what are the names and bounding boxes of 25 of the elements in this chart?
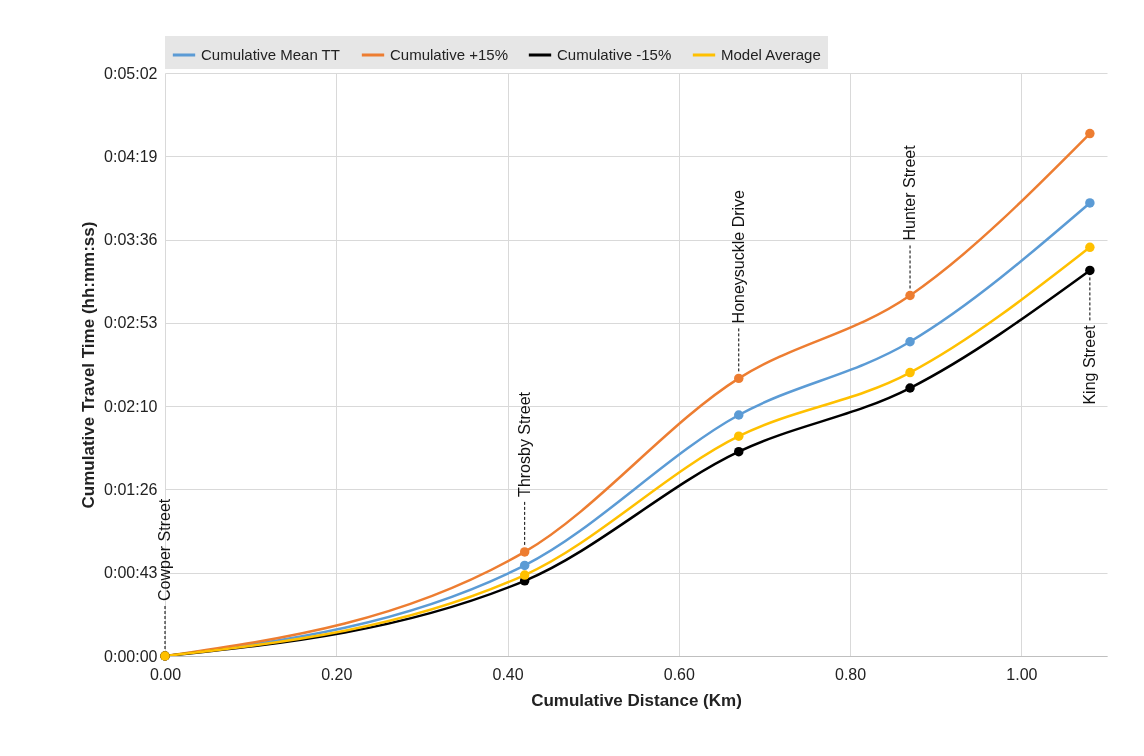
annotation: King Street (1080, 324, 1098, 405)
y-tick-label: 0:03:36 (104, 231, 158, 249)
annotation: Throsby Street (515, 391, 533, 497)
y-tick-label: 0:04:19 (104, 147, 158, 165)
x-tick-label: 0.20 (321, 665, 353, 683)
y-tick-label: 0:00:43 (104, 564, 158, 582)
y-tick-label: 0:05:02 (104, 64, 158, 82)
y-tick-label: 0:00:00 (104, 647, 158, 665)
annotation: Cowper Street (156, 498, 173, 601)
x-axis-title: Cumulative Distance (Km) (531, 690, 742, 710)
y-tick-label: 0:02:53 (104, 314, 158, 332)
legend-label: Cumulative -15% (557, 46, 672, 63)
annotation: Honeysuckle Drive (729, 189, 747, 324)
legend-label: Cumulative Mean TT (201, 46, 340, 63)
x-tick-label: 0.80 (835, 665, 867, 683)
legend-label: Model Average (721, 46, 821, 63)
legend-label: Cumulative +15% (390, 46, 508, 63)
x-tick-label: 0.60 (663, 665, 695, 683)
x-tick-label: 1.00 (1006, 665, 1038, 683)
y-tick-label: 0:02:10 (104, 397, 158, 415)
annotation: Hunter Street (901, 144, 919, 241)
y-tick-label: 0:01:26 (104, 480, 158, 498)
x-tick-label: 0.00 (149, 665, 182, 683)
x-tick-label: 0.40 (492, 665, 524, 683)
y-axis-title: Cumulative Travel Time (hh:mm:ss) (79, 221, 99, 509)
